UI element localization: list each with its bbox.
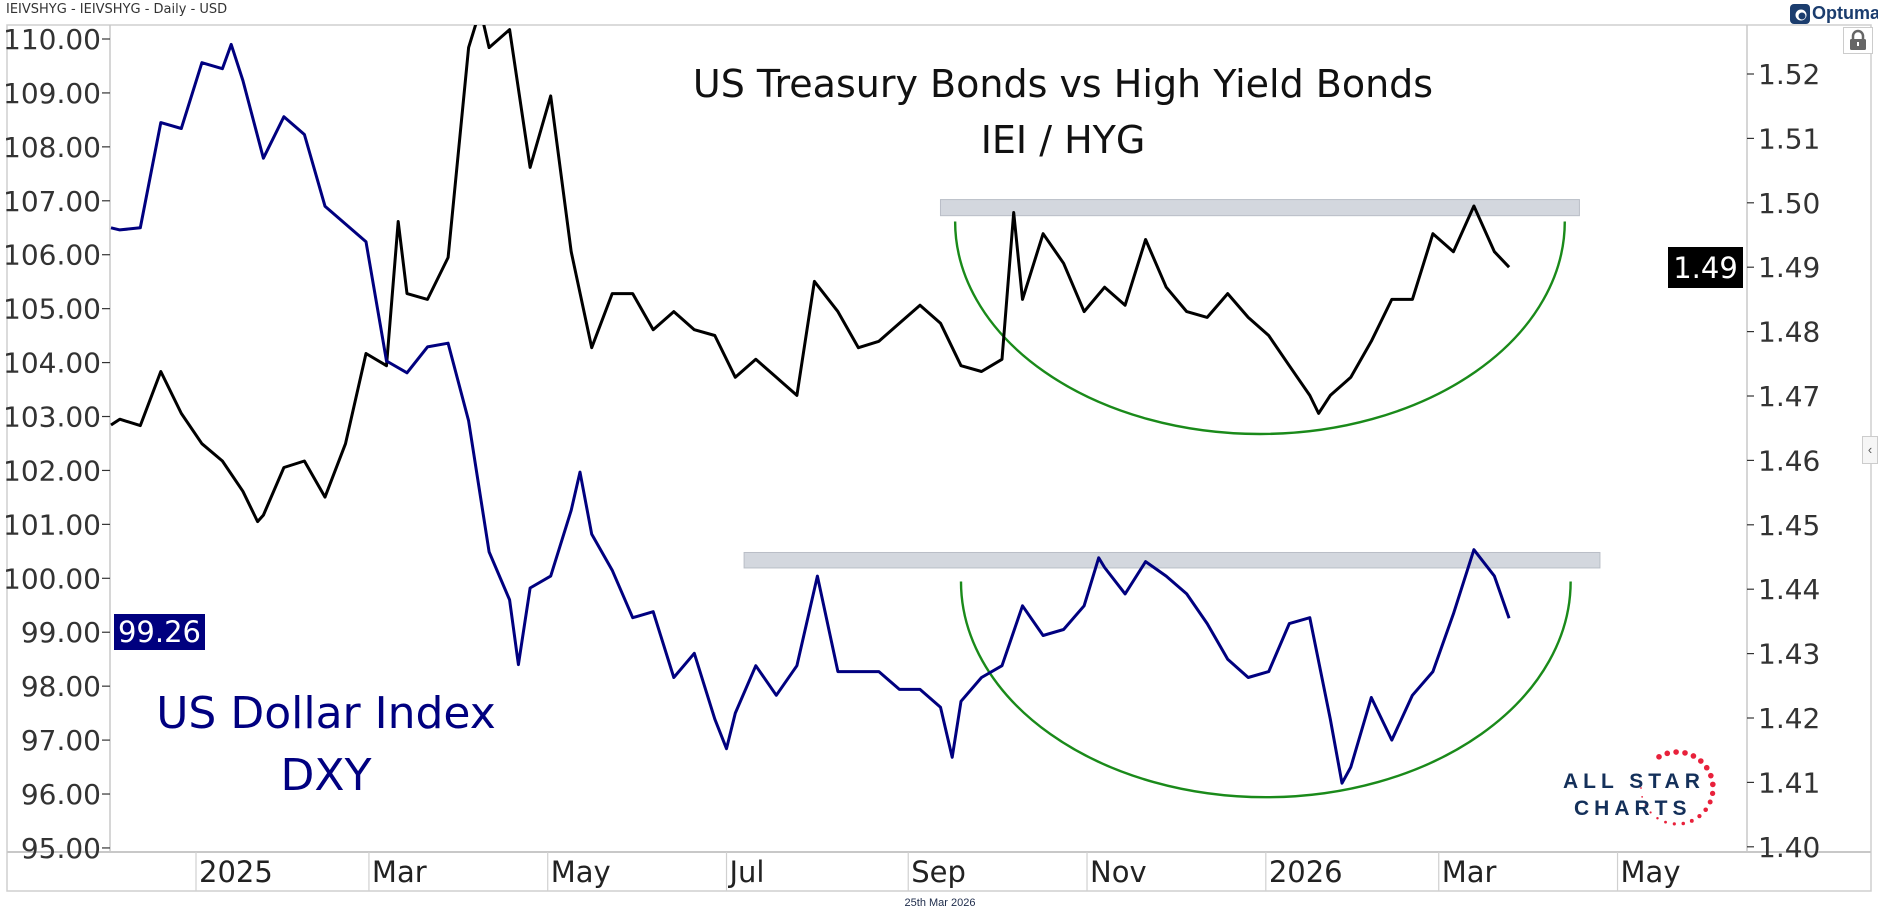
right-tick-label: 1.49 [1758, 251, 1820, 284]
dxy-line [110, 42, 1511, 785]
watermark-star [1710, 781, 1716, 788]
chart-subtitle: IEI / HYG [980, 118, 1146, 162]
left-tick-label: 96.00 [21, 778, 101, 811]
watermark-star [1698, 758, 1704, 764]
optuma-logo-text: Optuma [1812, 3, 1878, 23]
lock-icon [1850, 29, 1866, 50]
right-tick-label: 1.43 [1758, 638, 1820, 671]
optuma-logo: Optuma [1790, 3, 1878, 24]
watermark-star [1682, 750, 1688, 756]
left-tick-label: 106.00 [3, 239, 101, 272]
left-tick-label: 95.00 [21, 832, 101, 865]
left-tick-label: 103.00 [3, 401, 101, 434]
right-tick-label: 1.50 [1758, 187, 1820, 220]
watermark-star [1703, 807, 1708, 813]
current-date-label: 25th Mar 2026 [904, 897, 976, 909]
left-tick-label: 98.00 [21, 670, 101, 703]
chevron-left-icon: ‹ [1867, 442, 1873, 457]
x-tick-label: May [551, 855, 611, 889]
x-tick-label: 2026 [1269, 855, 1343, 889]
left-tick-label: 107.00 [3, 185, 101, 218]
right-tick-label: 1.42 [1758, 702, 1820, 735]
right-axis: 1.40 1.41 1.42 1.43 1.44 1.45 1.46 1.47 1.48 1.49… [1747, 58, 1820, 864]
watermark-star [1709, 790, 1716, 797]
optuma-logo-icon [1790, 3, 1810, 24]
watermark-star [1649, 811, 1652, 814]
right-tick-label: 1.45 [1758, 509, 1820, 542]
annotations [743, 199, 1601, 799]
chart-header: IEIVSHYG - IEIVSHYG - Daily - USD [6, 2, 228, 17]
watermark-line2: CHARTS [1574, 797, 1692, 820]
watermark-star [1673, 749, 1679, 755]
x-tick-label: Nov [1090, 855, 1147, 889]
right-tick-label: 1.46 [1758, 444, 1820, 477]
watermark-star [1640, 787, 1642, 789]
right-tick-label: 1.40 [1758, 831, 1820, 864]
left-tick-label: 108.00 [3, 131, 101, 164]
right-tick-label: 1.44 [1758, 573, 1820, 606]
series-lines [110, 25, 1511, 785]
collapse-panel-button[interactable]: ‹ [1862, 436, 1878, 464]
watermark-star [1664, 750, 1671, 757]
right-tick-label: 1.41 [1758, 766, 1820, 799]
x-tick-label: Mar [372, 855, 427, 889]
left-tick-label: 100.00 [3, 562, 101, 595]
watermark-star [1703, 764, 1710, 771]
left-tick-label: 105.00 [3, 293, 101, 326]
left-axis: 95.00 96.00 97.00 98.00 99.00 100.00 101.00 102… [3, 23, 110, 865]
right-tick-label: 1.52 [1758, 58, 1820, 91]
iei-hyg-ratio-line [110, 25, 1511, 524]
resistance-band [743, 551, 1601, 569]
rounding-bottom-arc [959, 581, 1572, 799]
left-tick-label: 99.00 [21, 616, 101, 649]
dxy-last-value: 99.26 [114, 614, 205, 650]
x-tick-label: Jul [728, 855, 765, 889]
watermark-star [1697, 814, 1702, 819]
ratio-last-value: 1.49 [1668, 247, 1743, 288]
x-tick-label: May [1621, 855, 1681, 889]
dxy-label: US Dollar Index [156, 688, 496, 739]
left-tick-label: 97.00 [21, 724, 101, 757]
x-axis: 2025 Mar May Jul Sep Nov 2026 Mar May [195, 852, 1681, 891]
watermark-star [1641, 796, 1643, 798]
dxy-ticker-label: DXY [280, 750, 372, 801]
chart-title: US Treasury Bonds vs High Yield Bonds [692, 62, 1434, 106]
watermark-star [1672, 822, 1676, 826]
watermark-stars-icon [1640, 749, 1716, 826]
watermark-star [1656, 754, 1662, 760]
watermark-star [1656, 817, 1659, 820]
watermark-line1: ALL STAR [1563, 770, 1705, 793]
left-tick-label: 102.00 [3, 454, 101, 487]
right-tick-label: 1.47 [1758, 380, 1820, 413]
x-tick-label: Sep [911, 855, 966, 889]
rounding-bottom-arc [953, 221, 1566, 436]
right-tick-label: 1.51 [1758, 122, 1820, 155]
watermark-star [1681, 821, 1686, 826]
watermark-star [1708, 772, 1714, 779]
watermark-star [1690, 753, 1697, 759]
x-tick-label: 2025 [199, 855, 273, 889]
lock-button[interactable] [1843, 27, 1873, 54]
watermark-star [1644, 804, 1647, 807]
watermark-star [1707, 799, 1713, 805]
left-tick-label: 110.00 [3, 23, 101, 56]
right-tick-label: 1.48 [1758, 316, 1820, 349]
x-tick-label: Mar [1442, 855, 1497, 889]
left-tick-label: 104.00 [3, 347, 101, 380]
watermark-star [1664, 820, 1667, 824]
all-star-charts-watermark: ALL STAR CHARTS [1562, 742, 1722, 832]
resistance-band [939, 199, 1580, 217]
left-tick-label: 101.00 [3, 508, 101, 541]
left-tick-label: 109.00 [3, 77, 101, 110]
watermark-star [1689, 818, 1694, 823]
